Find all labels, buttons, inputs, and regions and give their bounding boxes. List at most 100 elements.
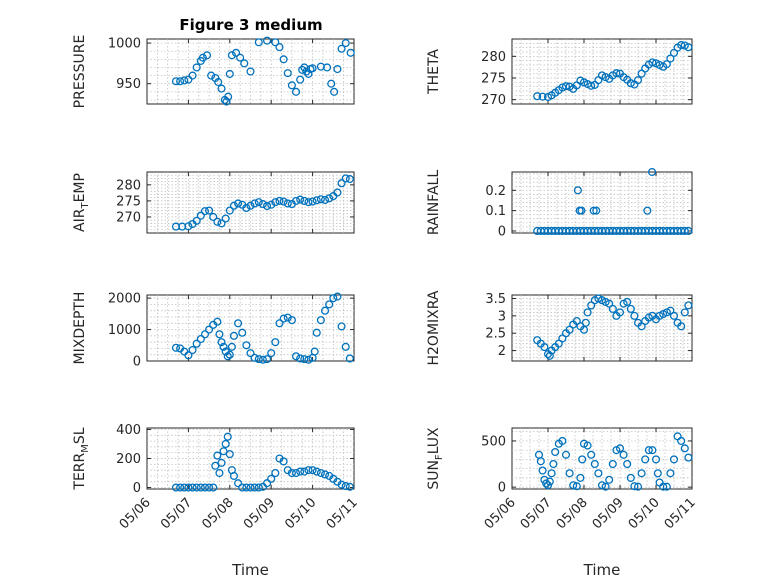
data-point (587, 450, 596, 459)
y-axis-label: SUNFLUX (426, 427, 445, 490)
x-tick-label: 05/11 (662, 495, 699, 532)
data-point (662, 482, 671, 491)
data-point (225, 69, 234, 78)
data-point (271, 468, 280, 478)
x-tick-label: 05/10 (282, 495, 319, 532)
data-point (630, 311, 639, 320)
data-point (304, 69, 313, 78)
data-point (184, 483, 193, 492)
data-point (561, 450, 571, 459)
data-point (561, 82, 571, 91)
y-axis-label: H2OMIXRA (426, 290, 442, 365)
data-point (581, 318, 590, 327)
data-point (337, 480, 346, 489)
data-point (192, 483, 201, 492)
y-tick-label: 1000 (108, 37, 141, 52)
data-point (547, 469, 556, 478)
data-point (246, 349, 255, 358)
data-point (283, 69, 292, 78)
subplot-6: 2 2.5 3 3.5 H2OMIXRA (426, 290, 693, 366)
data-point (345, 482, 354, 491)
axes-frame (511, 171, 693, 234)
y-tick-label: 0 (133, 355, 141, 370)
y-axis-label: MIXDEPTH (72, 292, 88, 365)
data-point (267, 200, 276, 209)
data-point (188, 483, 197, 492)
x-axis-label: Time (583, 561, 621, 579)
data-point (298, 65, 307, 74)
data-point (254, 38, 263, 47)
data-point (684, 453, 693, 462)
data-point (229, 331, 238, 340)
y-tick-label: 0 (498, 481, 506, 496)
data-point (263, 355, 272, 364)
data-point (583, 308, 592, 317)
y-tick-label: 3.5 (485, 292, 506, 307)
y-tick-label: 270 (116, 210, 141, 225)
y-tick-label: 500 (481, 434, 506, 449)
y-axis-label: PRESSURE (72, 35, 88, 109)
data-point (644, 446, 653, 455)
y-tick-label: 280 (481, 50, 506, 65)
data-point (630, 482, 639, 491)
data-point (576, 473, 585, 482)
data-point (291, 468, 301, 478)
data-point (300, 196, 309, 205)
data-point (223, 432, 232, 441)
subplot-7: 0 200 400 05/06 05/07 05/08 05/09 05/10 05/11 Tim… (72, 423, 361, 579)
y-axis-label: AIRTEMP (72, 173, 91, 232)
data-point (254, 355, 263, 364)
data-point (279, 197, 288, 206)
data-point (337, 179, 346, 188)
y-tick-label: 275 (116, 194, 141, 209)
data-point (225, 450, 234, 459)
data-point (633, 76, 643, 85)
y-tick-label: 2 (498, 344, 506, 359)
data-point (633, 482, 643, 491)
data-point (217, 458, 226, 467)
data-point (234, 199, 243, 208)
data-point (608, 459, 617, 469)
data-point (279, 457, 288, 466)
data-point (176, 77, 185, 86)
data-point (341, 342, 350, 351)
data-point (626, 473, 635, 482)
data-point (341, 482, 350, 491)
data-point (267, 349, 276, 358)
x-tick-label: 05/09 (590, 495, 627, 532)
data-point (171, 343, 181, 352)
data-point (250, 353, 259, 362)
data-point (300, 355, 309, 364)
data-point (615, 444, 625, 453)
data-point (677, 41, 686, 50)
data-point (538, 466, 547, 475)
x-tick-label: 05/07 (158, 495, 195, 532)
data-point (669, 455, 679, 464)
data-point (680, 444, 689, 453)
data-point (217, 219, 226, 228)
data-point (545, 351, 554, 360)
data-point (565, 469, 574, 478)
data-point (221, 214, 230, 223)
data-point (263, 201, 272, 211)
data-point (346, 48, 355, 57)
data-point (296, 354, 305, 363)
data-point (225, 350, 234, 359)
data-point (608, 304, 617, 313)
data-point (267, 474, 276, 483)
y-tick-label: 0 (133, 481, 141, 496)
data-point (224, 92, 233, 101)
data-point (327, 79, 336, 88)
data-point (192, 63, 201, 72)
data-point (333, 188, 342, 197)
data-point (271, 338, 280, 347)
data-point (325, 300, 334, 309)
data-point (205, 325, 214, 334)
data-point (205, 206, 214, 215)
data-point (320, 195, 330, 204)
data-point (283, 313, 292, 322)
